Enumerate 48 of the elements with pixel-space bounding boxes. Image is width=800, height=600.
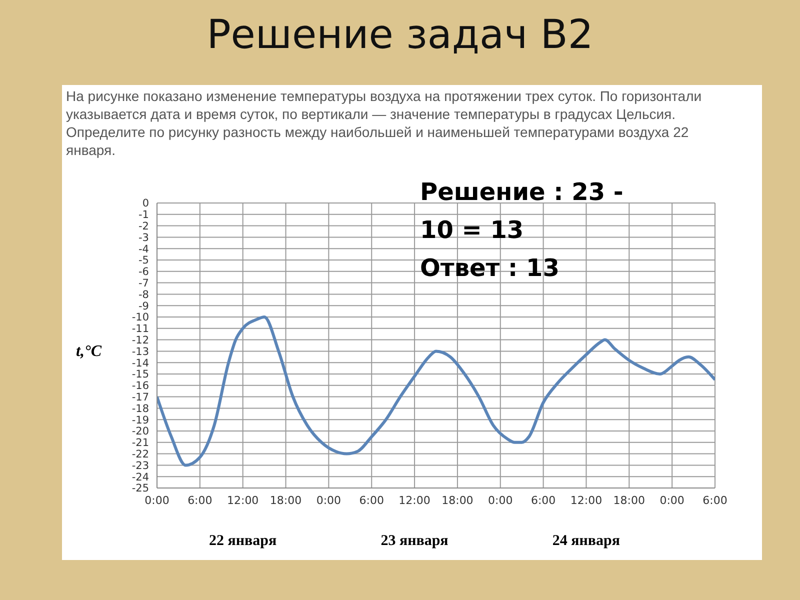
- annotation: Решение : 23 - 10 = 13: [420, 177, 624, 246]
- y-tick-label: -14: [132, 357, 150, 370]
- y-tick-label: -15: [132, 368, 149, 381]
- x-tick-label: 6:00: [188, 494, 212, 507]
- x-tick-label: 6:00: [702, 494, 728, 507]
- x-tick-label: 0:00: [488, 494, 513, 507]
- x-tick-label: 0:00: [660, 494, 684, 507]
- x-tick-label: 12:00: [398, 494, 430, 507]
- y-tick-label: -25: [132, 482, 149, 495]
- y-tick-label: -19: [132, 414, 149, 426]
- x-tick-label: 18:00: [270, 494, 302, 507]
- y-tick-label: -18: [132, 402, 149, 415]
- y-tick-label: -1: [138, 209, 149, 222]
- y-tick-label: -13: [132, 346, 149, 358]
- y-tick-label: -5: [138, 254, 149, 267]
- y-axis-title: t,°C: [76, 343, 102, 361]
- y-tick-label: -7: [138, 278, 149, 290]
- x-tick-label: 6:00: [530, 494, 556, 507]
- text: 22 января: [208, 533, 278, 550]
- text: 24 января: [551, 533, 621, 550]
- x-tick-label: 12:00: [226, 494, 259, 507]
- y-tick-label: 0: [142, 198, 149, 210]
- text: 23 января: [380, 533, 450, 550]
- x-tick-label: 18:00: [613, 494, 646, 507]
- y-tick-label: -9: [138, 300, 149, 312]
- y-tick-label: -23: [132, 460, 149, 472]
- y-tick-label: -20: [132, 426, 149, 438]
- y-tick-label: -17: [132, 392, 149, 404]
- x-tick-label: 12:00: [570, 494, 602, 507]
- y-tick-label: -11: [132, 323, 149, 336]
- y-tick-label: -24: [132, 471, 150, 484]
- annotation: Ответ : 13: [420, 253, 560, 284]
- y-tick-label: -22: [132, 448, 149, 461]
- x-tick-label: 0:00: [316, 494, 342, 507]
- y-tick-label: -3: [138, 232, 149, 244]
- y-tick-label: -16: [132, 380, 150, 392]
- y-tick-label: -6: [138, 266, 150, 278]
- x-tick-label: 0:00: [144, 494, 170, 507]
- text: На рисунке показано изменение температуры воздуха на протяжении трех суток. По горизонтали указывается дата и время суток, по вертикали — значение температуры в градусах Цельсия. Определите по рисунку разность между наибольшей и наименьшей температурами воздуха 22 января.: [66, 87, 703, 159]
- chart-title: Решение задач B2: [206, 12, 594, 58]
- x-tick-label: 18:00: [442, 494, 474, 507]
- y-tick-label: -8: [138, 288, 149, 301]
- y-tick-label: -2: [138, 220, 149, 233]
- y-tick-label: -4: [138, 243, 150, 256]
- y-tick-label: -21: [132, 437, 149, 450]
- y-tick-label: -12: [132, 334, 149, 347]
- y-tick-label: -10: [132, 312, 149, 324]
- x-tick-label: 6:00: [359, 494, 384, 507]
